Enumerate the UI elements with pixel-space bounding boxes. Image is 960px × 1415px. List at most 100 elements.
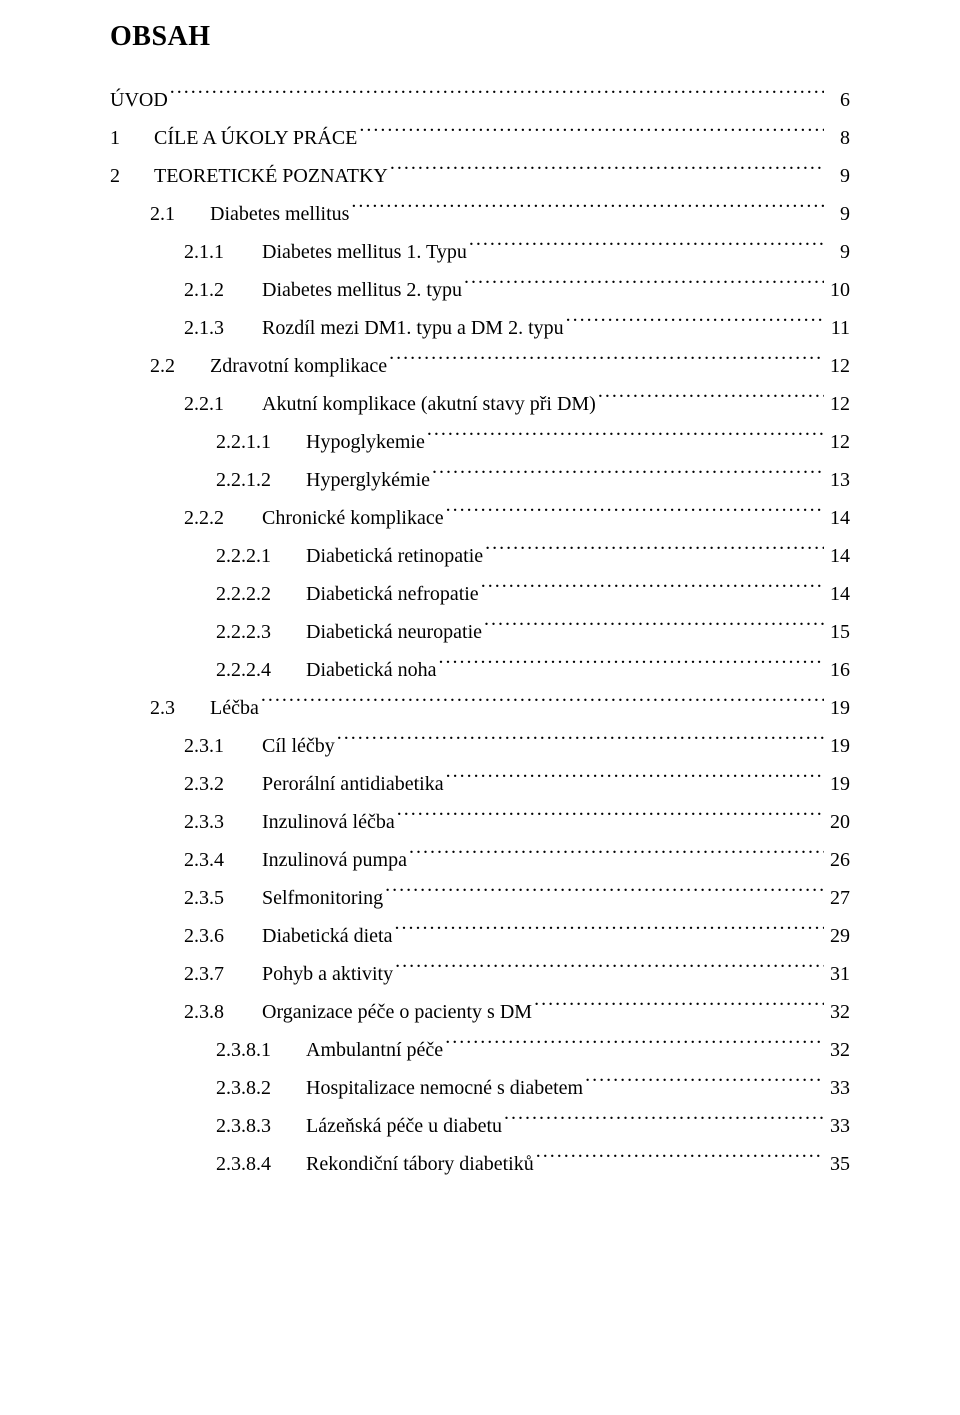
toc-entry: 2.1.2Diabetes mellitus 2. typu10 xyxy=(110,271,850,309)
toc-entry-number: 2.2.2.2 xyxy=(216,575,298,613)
toc-entry-page: 8 xyxy=(826,119,850,157)
toc-entry-number: 2.3.7 xyxy=(184,955,254,993)
toc-entry: 2.3.8.1Ambulantní péče32 xyxy=(110,1031,850,1069)
toc-entry-label: Chronické komplikace xyxy=(262,499,444,537)
toc-entry-label: Akutní komplikace (akutní stavy při DM) xyxy=(262,385,596,423)
toc-entry-label: Perorální antidiabetika xyxy=(262,765,444,803)
toc-entry: 2.2.2.1Diabetická retinopatie14 xyxy=(110,537,850,575)
toc-entry: 2.3.3Inzulinová léčba20 xyxy=(110,803,850,841)
toc-entry-number: 2.3.8.1 xyxy=(216,1031,298,1069)
toc-leader-dots xyxy=(481,580,824,600)
toc-entry: 2.2.2Chronické komplikace14 xyxy=(110,499,850,537)
toc-entry-page: 12 xyxy=(826,347,850,385)
toc-title: OBSAH xyxy=(110,10,850,63)
toc-entry-page: 20 xyxy=(826,803,850,841)
toc-leader-dots xyxy=(351,200,824,220)
toc-entry: 2.3.1Cíl léčby 19 xyxy=(110,727,850,765)
toc-entry: 2.3Léčba19 xyxy=(110,689,850,727)
toc-entry-number: 2.1.2 xyxy=(184,271,254,309)
toc-leader-dots xyxy=(446,504,824,524)
toc-entry-page: 31 xyxy=(826,955,850,993)
toc-entry-number: 2.1.3 xyxy=(184,309,254,347)
toc-entry-number: 2.2.1 xyxy=(184,385,254,423)
toc-entry-label: Rozdíl mezi DM1. typu a DM 2. typu xyxy=(262,309,564,347)
toc-entry: 2.3.2Perorální antidiabetika19 xyxy=(110,765,850,803)
toc-entry-page: 14 xyxy=(826,575,850,613)
toc-entry: ÚVOD 6 xyxy=(110,81,850,119)
toc-leader-dots xyxy=(337,732,824,752)
toc-entry-number: 2.3.5 xyxy=(184,879,254,917)
toc-entry-label: Selfmonitoring xyxy=(262,879,383,917)
toc-entry-number: 2.3.4 xyxy=(184,841,254,879)
toc-entry: 2.1Diabetes mellitus9 xyxy=(110,195,850,233)
toc-entry-page: 16 xyxy=(826,651,850,689)
toc-entry: 2.1.1Diabetes mellitus 1. Typu9 xyxy=(110,233,850,271)
toc-entry-number: 2.1.1 xyxy=(184,233,254,271)
toc-entry-number: 2.2.1.1 xyxy=(216,423,298,461)
toc-entry-label: Lázeňská péče u diabetu xyxy=(306,1107,502,1145)
toc-entry-page: 19 xyxy=(826,727,850,765)
toc-entry-label: Diabetická noha xyxy=(306,651,437,689)
toc-leader-dots xyxy=(484,618,824,638)
toc-entry-label: Inzulinová léčba xyxy=(262,803,395,841)
toc-entry: 2.2.2.3Diabetická neuropatie 15 xyxy=(110,613,850,651)
toc-leader-dots xyxy=(261,694,824,714)
toc-entry-label: Organizace péče o pacienty s DM xyxy=(262,993,532,1031)
toc-entry-page: 12 xyxy=(826,423,850,461)
toc-entry-label: Hospitalizace nemocné s diabetem xyxy=(306,1069,583,1107)
toc-leader-dots xyxy=(170,86,824,106)
toc-entry-label: Diabetická neuropatie xyxy=(306,613,482,651)
toc-entry-label: Cíl léčby xyxy=(262,727,335,765)
toc-entry-number: 2.2.2.4 xyxy=(216,651,298,689)
toc-entry-number: 2.3.8.3 xyxy=(216,1107,298,1145)
toc-entry: 1CÍLE A ÚKOLY PRÁCE8 xyxy=(110,119,850,157)
toc-entry-label: ÚVOD xyxy=(110,81,168,119)
toc-entry: 2.3.4Inzulinová pumpa26 xyxy=(110,841,850,879)
toc-entry: 2.2.2.4Diabetická noha 16 xyxy=(110,651,850,689)
toc-entry-number: 2.1 xyxy=(150,195,202,233)
toc-entry-number: 2.2.2.1 xyxy=(216,537,298,575)
toc-entry: 2.3.7Pohyb a aktivity 31 xyxy=(110,955,850,993)
toc-entry: 2.2.1.2Hyperglykémie13 xyxy=(110,461,850,499)
toc-entry-label: Diabetes mellitus 2. typu xyxy=(262,271,462,309)
toc-entry-label: Hypoglykemie xyxy=(306,423,425,461)
toc-entry-number: 2.2.1.2 xyxy=(216,461,298,499)
toc-leader-dots xyxy=(385,884,824,904)
toc-leader-dots xyxy=(445,1036,824,1056)
toc-entry-number: 2.3.2 xyxy=(184,765,254,803)
toc-entry: 2.3.6Diabetická dieta29 xyxy=(110,917,850,955)
toc-entry-page: 32 xyxy=(826,1031,850,1069)
toc-entry-number: 2.3.6 xyxy=(184,917,254,955)
toc-entry-number: 2 xyxy=(110,157,146,195)
toc-entry-label: Diabetická dieta xyxy=(262,917,393,955)
toc-entry-label: Léčba xyxy=(210,689,259,727)
toc-leader-dots xyxy=(446,770,824,790)
toc-leader-dots xyxy=(409,846,824,866)
toc-leader-dots xyxy=(427,428,824,448)
toc-entry-label: Diabetická retinopatie xyxy=(306,537,483,575)
toc-entry: 2.2.1.1Hypoglykemie 12 xyxy=(110,423,850,461)
toc-entry: 2TEORETICKÉ POZNATKY9 xyxy=(110,157,850,195)
toc-leader-dots xyxy=(536,1150,824,1170)
toc-leader-dots xyxy=(395,960,824,980)
toc-entry: 2.3.8.2Hospitalizace nemocné s diabetem3… xyxy=(110,1069,850,1107)
toc-entry-number: 2.3.1 xyxy=(184,727,254,765)
toc-entry-label: Pohyb a aktivity xyxy=(262,955,393,993)
toc-entry: 2.3.5Selfmonitoring27 xyxy=(110,879,850,917)
toc-list: ÚVOD61CÍLE A ÚKOLY PRÁCE82TEORETICKÉ POZ… xyxy=(110,81,850,1183)
toc-entry-page: 33 xyxy=(826,1069,850,1107)
toc-leader-dots xyxy=(397,808,824,828)
toc-leader-dots xyxy=(395,922,825,942)
toc-entry-page: 6 xyxy=(826,81,850,119)
toc-leader-dots xyxy=(485,542,824,562)
toc-entry-page: 26 xyxy=(826,841,850,879)
toc-entry-label: CÍLE A ÚKOLY PRÁCE xyxy=(154,119,357,157)
toc-entry-label: Diabetická nefropatie xyxy=(306,575,479,613)
toc-entry-page: 15 xyxy=(826,613,850,651)
toc-entry: 2.2Zdravotní komplikace12 xyxy=(110,347,850,385)
toc-entry-page: 32 xyxy=(826,993,850,1031)
toc-entry-label: Zdravotní komplikace xyxy=(210,347,387,385)
toc-entry-page: 12 xyxy=(826,385,850,423)
toc-leader-dots xyxy=(390,162,824,182)
toc-entry-number: 2.2.2.3 xyxy=(216,613,298,651)
